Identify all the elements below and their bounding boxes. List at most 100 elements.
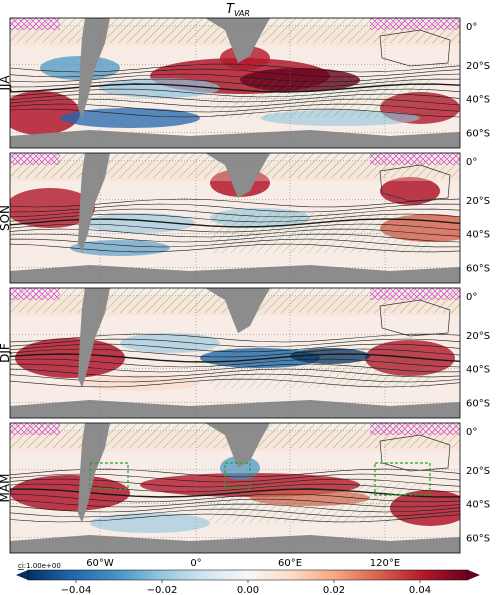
lat-label: 40°S (466, 500, 490, 511)
land-africa (205, 423, 270, 468)
lat-label: 0° (466, 292, 477, 303)
field-anomaly (10, 91, 80, 135)
field-anomaly (80, 375, 200, 391)
panel-frame (9, 152, 461, 284)
lat-label: 0° (466, 157, 477, 168)
land-australia (379, 299, 451, 337)
lon-label-60e: 60°E (278, 558, 302, 569)
panel-djf: DJF 0° 20°S 40°S 60°S (0, 287, 490, 419)
contour-line (10, 108, 460, 118)
region-box (89, 462, 129, 490)
colorbar-bar (27, 569, 469, 581)
hatch-region-magenta (10, 153, 60, 165)
land-australia (379, 164, 451, 202)
contour-line (10, 88, 460, 98)
hatch-region-magenta (10, 288, 60, 300)
lat-label: 60°S (466, 398, 490, 409)
contour-line (10, 68, 460, 78)
region-box (224, 462, 251, 489)
contour-line (10, 333, 460, 343)
field-anomaly (90, 513, 210, 533)
contour-line (10, 378, 460, 388)
contour-line (10, 488, 460, 498)
contour-line (10, 338, 460, 348)
contour-interval-label: ci:1.00e+00 (18, 562, 61, 570)
land-antarctica (10, 400, 460, 418)
lat-label: 40°S (466, 365, 490, 376)
contour-line (10, 478, 460, 488)
season-label: DJF (0, 343, 12, 363)
land-antarctica (10, 535, 460, 553)
contour-line (10, 493, 460, 503)
lon-label-60w: 60°W (86, 558, 114, 569)
hatch-region-magenta (370, 423, 460, 435)
land-antarctica (10, 130, 460, 148)
lat-label: 40°S (466, 95, 490, 106)
cb-tick--0.02: −0.02 (147, 585, 178, 595)
land-africa (205, 288, 270, 333)
cb-tick--0.04: −0.04 (61, 585, 92, 595)
contour-line (10, 513, 460, 523)
field-anomaly (380, 177, 440, 205)
lat-label: 0° (466, 427, 477, 438)
land-australia (379, 29, 451, 67)
panel-jja: JJA 0° 20°S 40°S 60°S (0, 17, 490, 149)
field-anomaly (85, 213, 195, 233)
contour-line (10, 78, 460, 88)
contour-line (10, 368, 460, 378)
figure-title: TVAR (226, 2, 250, 18)
contour-line (10, 238, 460, 248)
cb-tick-0.00: 0.00 (237, 585, 259, 595)
contour-line (10, 498, 460, 508)
lon-label-0: 0° (190, 558, 201, 569)
contour-line (10, 348, 460, 358)
contour-line (10, 213, 460, 223)
lat-label: 60°S (466, 128, 490, 139)
contour-line (10, 208, 460, 218)
contour-line (10, 243, 460, 253)
lat-label: 20°S (466, 331, 490, 342)
land-africa (205, 18, 270, 63)
contour-line (10, 198, 460, 208)
contour-line (10, 358, 460, 368)
panel-son: SON 0° 20°S 40°S 60°S (0, 152, 490, 284)
contour-line (10, 483, 460, 493)
season-label: JJA (0, 75, 12, 92)
contour-line (10, 103, 460, 113)
land-south-america (78, 153, 110, 253)
contour-line (10, 223, 460, 233)
region-box (374, 462, 431, 496)
land-south-america (78, 18, 110, 118)
contour-line (10, 373, 460, 383)
cb-tick-0.04: 0.04 (409, 585, 431, 595)
lat-label: 20°S (466, 196, 490, 207)
contour-line (10, 473, 460, 483)
lat-label: 20°S (466, 61, 490, 72)
season-label: SON (0, 205, 12, 231)
colorbar: ci:1.00e+00 −0.04 −0.02 0.00 0.02 0.04 (16, 562, 480, 595)
panel-frame (9, 287, 461, 419)
hatch-region-magenta (370, 288, 460, 300)
contour-line (10, 83, 460, 93)
hatch-region-magenta (10, 423, 60, 435)
land-south-america (78, 423, 110, 523)
contour-line (10, 508, 460, 518)
contour-line (10, 203, 460, 213)
contour-line (10, 343, 460, 353)
contour-line (10, 98, 460, 108)
contour-line (10, 233, 460, 243)
field-anomaly (120, 333, 220, 353)
land-antarctica (10, 265, 460, 283)
panel-mam: MAM 0° 20°S 40°S 60°S (0, 422, 490, 554)
season-label: MAM (0, 474, 12, 503)
contour-line (10, 228, 460, 238)
lat-label: 40°S (466, 230, 490, 241)
contour-line (10, 218, 460, 228)
lat-label: 60°S (466, 263, 490, 274)
colorbar-extend-low (16, 570, 28, 580)
field-anomaly (15, 338, 125, 378)
hatch-region-magenta (370, 153, 460, 165)
lat-label: 0° (466, 22, 477, 33)
lon-label-120e: 120°E (370, 558, 400, 569)
